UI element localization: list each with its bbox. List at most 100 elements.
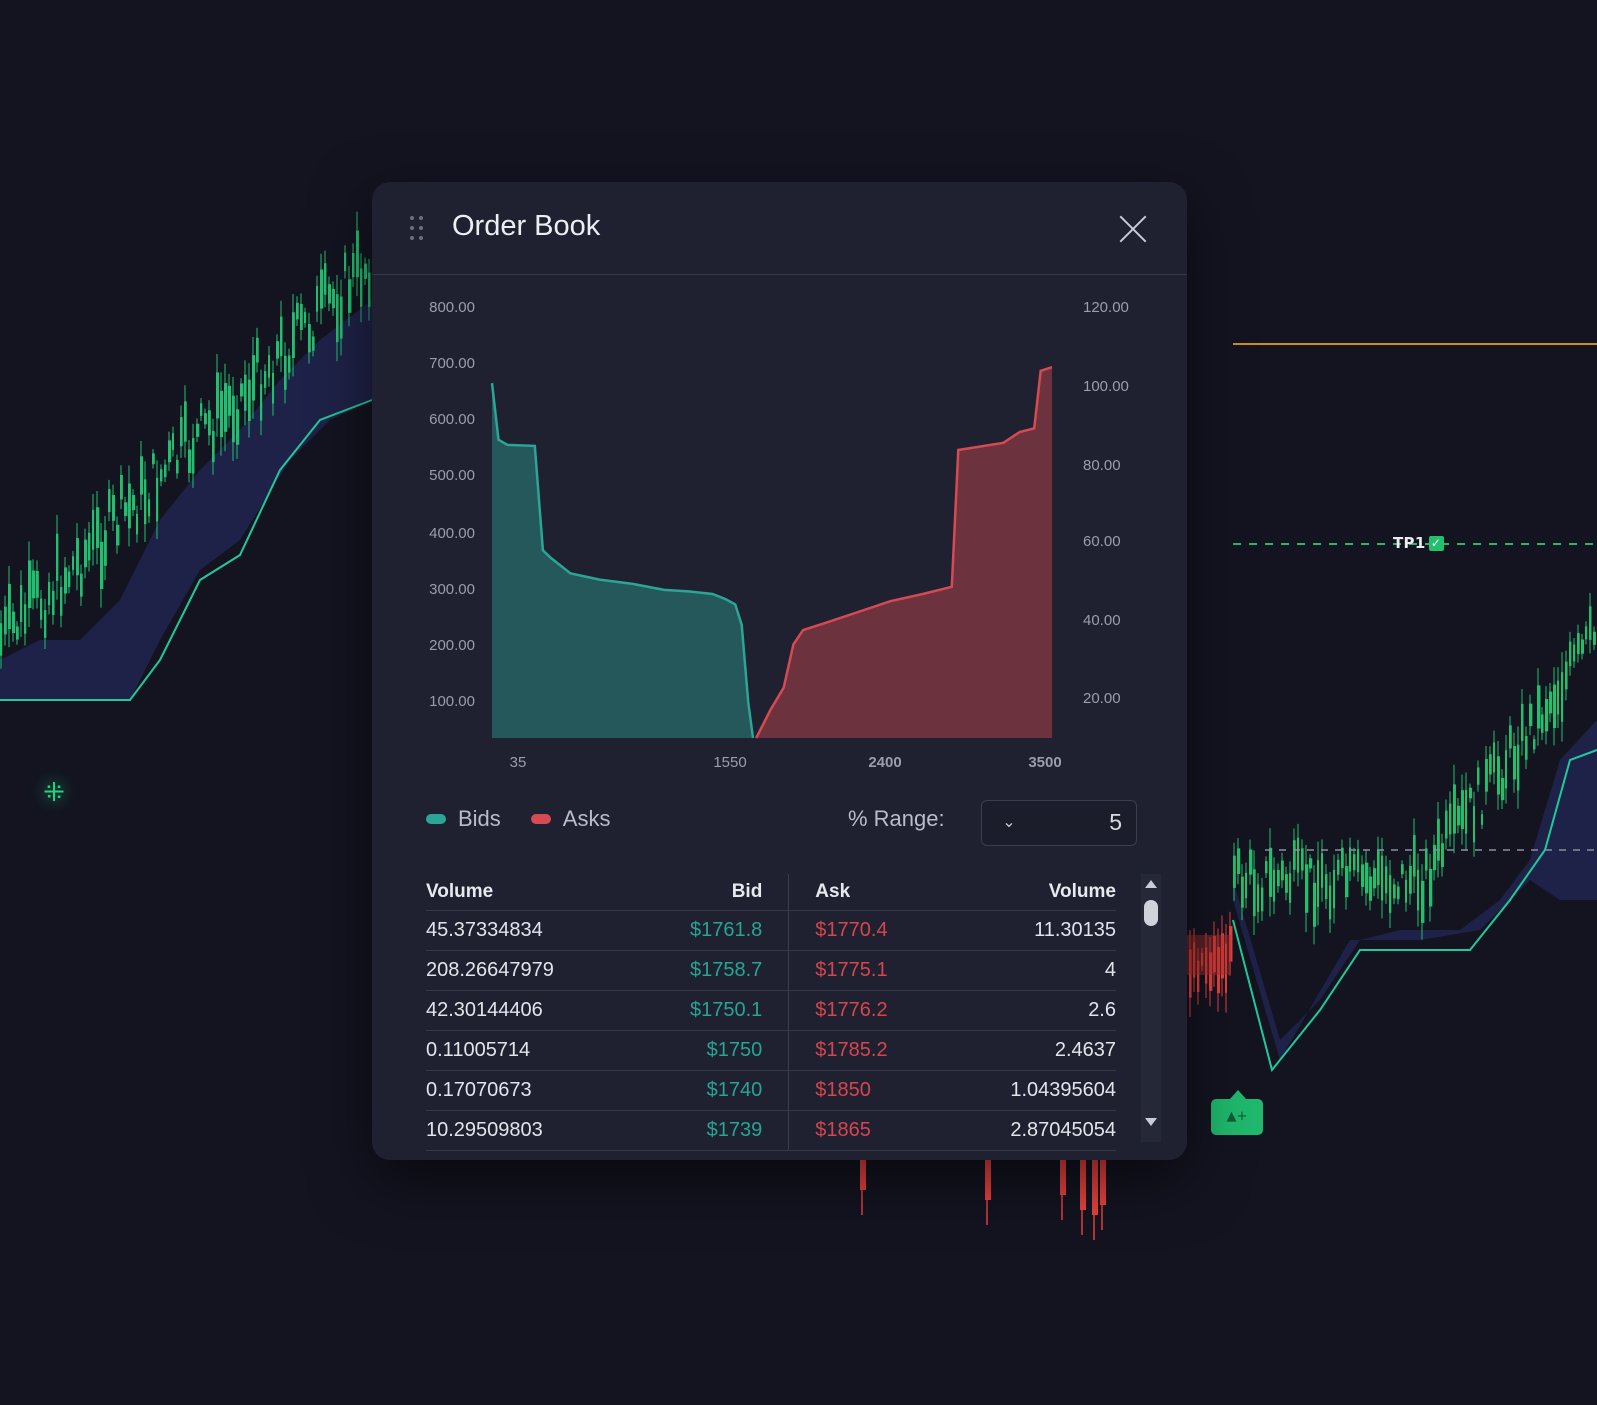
bids-line bbox=[490, 382, 755, 739]
table-row[interactable]: 10.29509803 $1739 $1865 2.87045054 bbox=[426, 1110, 1116, 1151]
ask-price-cell: $1850 bbox=[788, 1070, 947, 1111]
tp1-label: TP1 ✓ bbox=[1393, 534, 1444, 552]
legend-asks[interactable]: Asks bbox=[530, 806, 611, 832]
candle-body bbox=[268, 355, 271, 378]
candle-body bbox=[196, 423, 200, 437]
candle-body bbox=[1593, 631, 1596, 645]
candle-body bbox=[1393, 884, 1396, 899]
candle-body bbox=[1221, 933, 1225, 979]
candle-body bbox=[228, 385, 232, 416]
candle-body bbox=[32, 570, 36, 599]
candle-body bbox=[1289, 873, 1292, 903]
table-row[interactable]: 45.37334834 $1761.8 $1770.4 11.30135 bbox=[426, 910, 1116, 951]
scroll-thumb[interactable] bbox=[1144, 900, 1158, 926]
candle-body bbox=[1521, 703, 1524, 741]
candle-body bbox=[276, 341, 279, 359]
candle-body bbox=[236, 409, 240, 445]
table-row[interactable]: 208.26647979 $1758.7 $1775.1 4 bbox=[426, 950, 1116, 991]
candle-body bbox=[1389, 875, 1392, 913]
candle-body bbox=[36, 570, 39, 598]
candle-body bbox=[288, 355, 291, 373]
candle-body bbox=[1269, 847, 1273, 897]
ask-volume-cell: 4 bbox=[946, 950, 1116, 991]
close-icon[interactable] bbox=[1117, 212, 1149, 244]
y-right-tick-label: 40.00 bbox=[1083, 612, 1121, 629]
bid-volume-cell: 45.37334834 bbox=[426, 910, 631, 951]
bid-price-cell: $1758.7 bbox=[630, 950, 790, 991]
drag-handle-icon[interactable] bbox=[410, 216, 424, 242]
legend-asks-label: Asks bbox=[562, 806, 611, 831]
bid-volume-cell: 208.26647979 bbox=[426, 950, 631, 991]
ask-volume-cell: 2.6 bbox=[946, 990, 1116, 1031]
candle-body bbox=[136, 513, 139, 535]
candle-body bbox=[1429, 868, 1433, 907]
candle-body bbox=[1465, 789, 1468, 834]
candle-body bbox=[280, 316, 283, 357]
candle-body bbox=[112, 495, 116, 521]
candle-body bbox=[312, 336, 315, 351]
range-select[interactable]: ⌄ 5 bbox=[981, 800, 1137, 846]
candle-body bbox=[1561, 672, 1564, 722]
ask-volume-cell: 2.87045054 bbox=[946, 1110, 1116, 1151]
candle-body bbox=[64, 567, 68, 594]
candle-body bbox=[1337, 859, 1340, 875]
candle-body bbox=[1453, 784, 1456, 834]
candle-body bbox=[80, 573, 83, 597]
candle-body bbox=[12, 611, 16, 634]
ask-volume-cell: 2.4637 bbox=[946, 1030, 1116, 1071]
order-book-panel: Order Book 800.00 700.00 600.00 500.00 400.0… bbox=[372, 182, 1187, 1160]
candle-body bbox=[1277, 870, 1280, 887]
candle-body bbox=[344, 252, 347, 272]
range-value[interactable]: 5 bbox=[1109, 809, 1122, 835]
candle-body bbox=[1092, 1160, 1098, 1215]
table-row[interactable]: 0.17070673 $1740 $1850 1.04395604 bbox=[426, 1070, 1116, 1111]
candle-body bbox=[256, 337, 259, 363]
candle-body bbox=[1569, 641, 1572, 667]
asks-swatch bbox=[530, 814, 551, 824]
chart-legend: Bids Asks bbox=[426, 806, 610, 832]
candle-body bbox=[1273, 869, 1276, 902]
y-left-tick-label: 700.00 bbox=[429, 355, 475, 372]
candle-body bbox=[100, 541, 104, 589]
chevron-down-icon[interactable]: ⌄ bbox=[1002, 812, 1016, 831]
candle-body bbox=[1405, 879, 1408, 903]
y-left-tick-label: 800.00 bbox=[429, 299, 475, 316]
candle-body bbox=[1345, 866, 1349, 898]
candle-body bbox=[1229, 926, 1233, 962]
bids-area bbox=[492, 383, 753, 738]
candle-body bbox=[232, 395, 235, 443]
candle-body bbox=[1293, 840, 1296, 870]
y-left-tick-label: 100.00 bbox=[429, 693, 475, 710]
table-row[interactable]: 42.30144406 $1750.1 $1776.2 2.6 bbox=[426, 990, 1116, 1031]
candle-body bbox=[248, 379, 251, 421]
order-table: Volume Bid Ask Volume 45.37334834 $1761.8… bbox=[426, 874, 1116, 1151]
table-scrollbar[interactable] bbox=[1141, 874, 1161, 1142]
candle-body bbox=[1565, 661, 1568, 690]
table-header-row: Volume Bid Ask Volume bbox=[426, 874, 1116, 911]
panel-title: Order Book bbox=[452, 210, 601, 242]
candle-body bbox=[1241, 876, 1244, 908]
candle-body bbox=[56, 533, 59, 581]
scroll-down-icon[interactable] bbox=[1145, 1118, 1157, 1126]
table-row[interactable]: 0.11005714 $1750 $1785.2 2.4637 bbox=[426, 1030, 1116, 1071]
candle-body bbox=[1265, 861, 1268, 874]
alert-badge[interactable]: ▲+ bbox=[1211, 1090, 1263, 1135]
candle-body bbox=[1517, 744, 1520, 791]
candle-body bbox=[1481, 814, 1484, 825]
candle-body bbox=[124, 502, 128, 516]
bid-volume-cell: 42.30144406 bbox=[426, 990, 631, 1031]
signal-icon: ⁜ bbox=[43, 778, 65, 808]
candle-body bbox=[1397, 886, 1400, 900]
candle-body bbox=[156, 477, 159, 522]
bid-price-cell: $1740 bbox=[630, 1070, 790, 1111]
candle-body bbox=[1553, 684, 1557, 729]
candle-body bbox=[252, 355, 256, 401]
header-bid-volume: Volume bbox=[426, 874, 631, 911]
candle-body bbox=[164, 464, 167, 478]
candle-body bbox=[1257, 884, 1260, 913]
legend-bids[interactable]: Bids bbox=[426, 806, 501, 832]
candle-body bbox=[1485, 759, 1488, 792]
scroll-up-icon[interactable] bbox=[1145, 880, 1157, 888]
candle-body bbox=[1457, 805, 1461, 826]
candle-body bbox=[104, 530, 107, 566]
